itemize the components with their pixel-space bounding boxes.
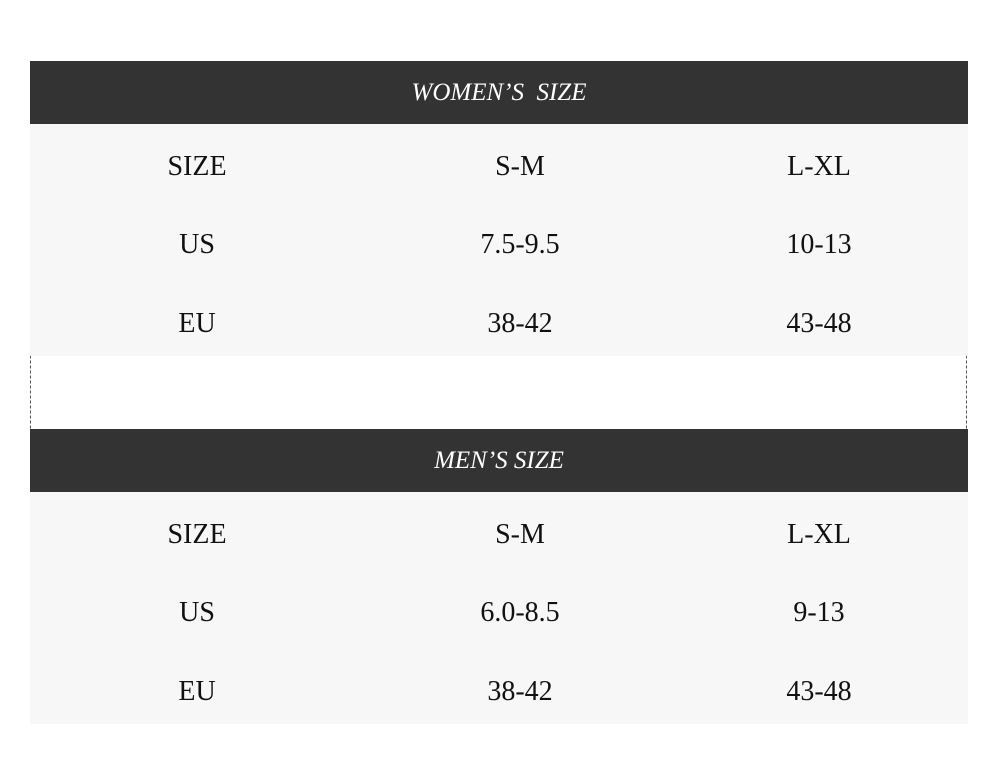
womens-size-table: WOMEN’S SIZE SIZE S-M L-XL US 7.5-9.5 10-13 EU… — [30, 61, 968, 356]
table-cell: 43-48 — [786, 308, 852, 339]
table-body: SIZE S-M L-XL US 7.5-9.5 10-13 EU 38-42 43-48 — [30, 124, 968, 356]
table-cell: 38-42 — [487, 308, 553, 339]
table-cell: 10-13 — [786, 229, 852, 260]
row-label: SIZE — [167, 151, 227, 182]
row-label: EU — [178, 308, 216, 339]
row-label: US — [179, 597, 215, 628]
table-cell: L-XL — [787, 151, 851, 182]
row-label: SIZE — [167, 519, 227, 550]
table-cell: 43-48 — [786, 676, 852, 707]
table-cell: 6.0-8.5 — [480, 597, 560, 628]
row-label: US — [179, 229, 215, 260]
table-cell: S-M — [495, 519, 545, 550]
table-cell: 9-13 — [793, 597, 845, 628]
table-cell: L-XL — [787, 519, 851, 550]
table-title: MEN’S SIZE — [30, 429, 968, 492]
table-cell: S-M — [495, 151, 545, 182]
mens-size-table: MEN’S SIZE SIZE S-M L-XL US 6.0-8.5 9-13 EU 38-… — [30, 429, 968, 724]
row-label: EU — [178, 676, 216, 707]
table-cell: 7.5-9.5 — [480, 229, 560, 260]
table-title: WOMEN’S SIZE — [30, 61, 968, 124]
table-body: SIZE S-M L-XL US 6.0-8.5 9-13 EU 38-42 43-48 — [30, 492, 968, 724]
table-cell: 38-42 — [487, 676, 553, 707]
